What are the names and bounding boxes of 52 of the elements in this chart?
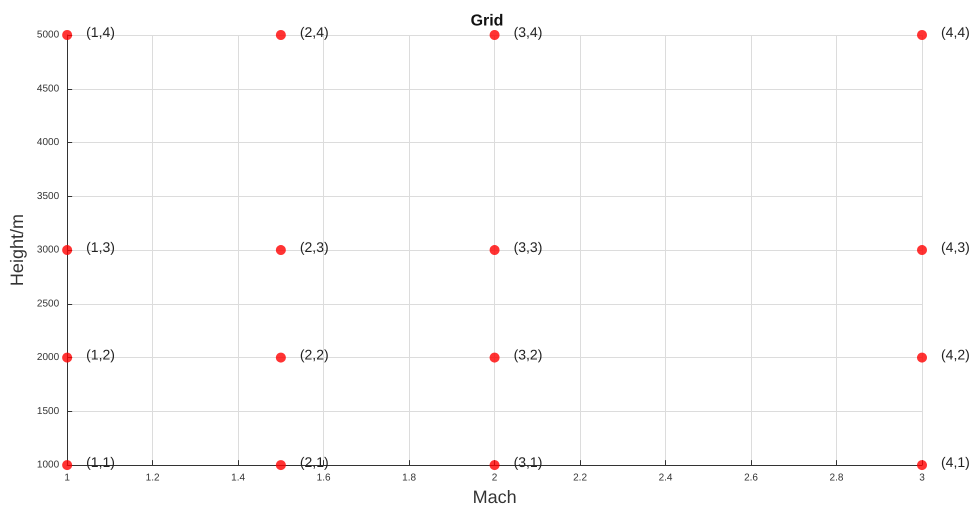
point <box>917 352 927 363</box>
annotation: (3,2) <box>514 346 542 363</box>
x-tick-label: 2.2 <box>573 472 588 484</box>
y-axis-title: Height/m <box>7 214 27 286</box>
point <box>917 30 927 40</box>
x-tick-label: 1.2 <box>146 472 160 484</box>
annotation: (2,2) <box>300 346 329 363</box>
point <box>490 460 500 470</box>
point <box>917 460 927 470</box>
x-tick-label: 1.6 <box>316 472 331 484</box>
y-tick-label: 4500 <box>36 83 60 94</box>
point <box>276 460 286 470</box>
y-tick-label: 3500 <box>36 190 60 202</box>
x-tick-label: 2 <box>492 472 498 484</box>
y-tick-label: 2500 <box>36 298 60 310</box>
annotation: (4,2) <box>941 346 970 363</box>
point <box>490 30 500 40</box>
annotation: (4,4) <box>941 24 970 40</box>
point <box>490 352 500 363</box>
x-tick-label: 2.6 <box>744 472 758 484</box>
annotation: (3,4) <box>514 24 542 40</box>
y-tick-label: 1000 <box>36 460 60 471</box>
point <box>917 245 927 256</box>
chart-title: Grid <box>470 12 504 30</box>
y-tick-label: 5000 <box>36 30 60 40</box>
x-tick-label: 1.8 <box>402 472 416 484</box>
annotation: (1,2) <box>86 346 115 363</box>
x-axis-title: Mach <box>472 487 517 507</box>
annotation: (4,3) <box>941 239 970 256</box>
annotation: (1,3) <box>86 239 115 256</box>
annotation: (3,3) <box>514 239 542 256</box>
point <box>62 352 72 363</box>
x-tick-label: 2.4 <box>658 472 673 484</box>
point <box>276 245 286 256</box>
annotation: (2,4) <box>300 24 329 40</box>
y-tick-label: 1500 <box>36 406 60 417</box>
y-tick-label: 2000 <box>36 352 60 364</box>
y-tick-label: 4000 <box>36 137 60 148</box>
x-tick-label: 1 <box>64 472 70 484</box>
point <box>62 460 72 470</box>
annotation: (4,1) <box>941 454 970 470</box>
x-tick-label: 3 <box>919 472 926 484</box>
point <box>490 245 500 256</box>
x-tick-label: 2.8 <box>830 472 844 484</box>
point <box>62 30 72 40</box>
annotation: (1,4) <box>86 24 115 40</box>
annotation: (2,3) <box>300 239 329 256</box>
x-tick-label: 1.4 <box>231 472 246 484</box>
point <box>276 30 286 40</box>
y-tick-label: 3000 <box>36 244 60 256</box>
point <box>62 245 72 256</box>
point <box>276 352 286 363</box>
